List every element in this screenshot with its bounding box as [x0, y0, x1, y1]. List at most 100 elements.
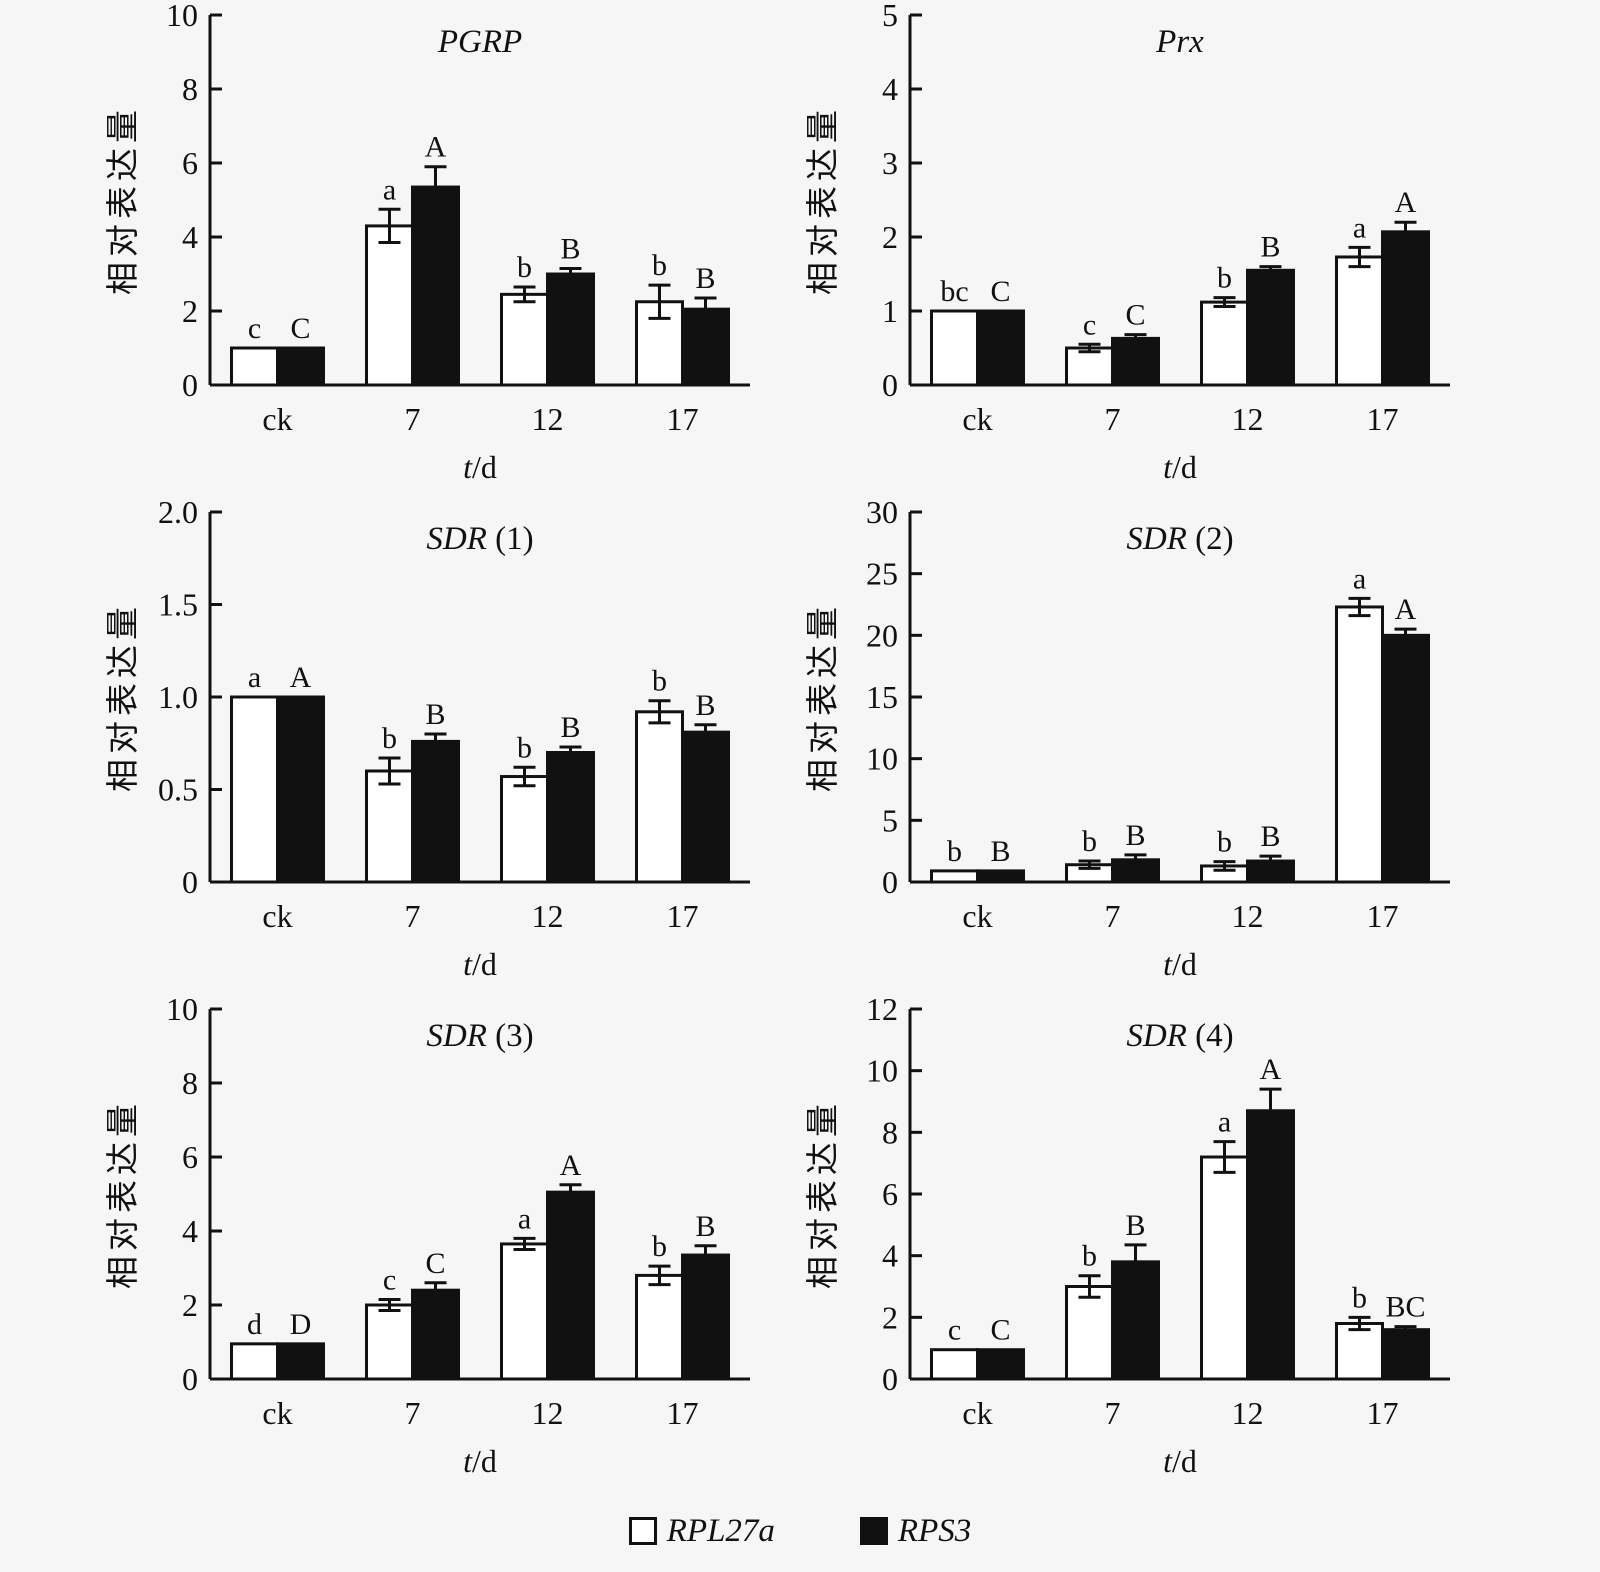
- sig-letter: b: [382, 722, 397, 755]
- bar-RPS3-12: [546, 1190, 595, 1381]
- sig-letter: B: [695, 689, 715, 722]
- bar-RPS3-7: [411, 185, 460, 387]
- y-tick-label: 6: [182, 1139, 198, 1175]
- panel-title: SDR (1): [426, 521, 533, 557]
- y-tick-label: 2: [182, 1287, 198, 1323]
- x-axis-title: t/d: [1163, 449, 1197, 485]
- x-category-label: 7: [405, 1395, 421, 1431]
- sig-letter: A: [1395, 186, 1417, 219]
- bar-RPL27a-ck: [230, 346, 279, 387]
- y-tick-label: 2.0: [158, 497, 198, 530]
- sig-letter: B: [990, 835, 1010, 868]
- bar-RPL27a-12: [500, 1242, 549, 1381]
- sig-letter: A: [290, 661, 312, 694]
- bar-RPS3-7: [1111, 336, 1160, 387]
- bar-RPL27a-ck: [930, 1348, 979, 1381]
- x-category-label: ck: [962, 898, 992, 934]
- sig-letter: a: [1218, 1106, 1231, 1139]
- x-axis-title: t/d: [1163, 1443, 1197, 1479]
- y-tick-label: 4: [182, 1213, 198, 1249]
- x-category-label: 7: [1105, 898, 1121, 934]
- bar-RPS3-12: [546, 751, 595, 884]
- bar-RPL27a-17: [1335, 605, 1384, 884]
- sig-letter: b: [1217, 262, 1232, 295]
- bar-RPL27a-7: [365, 769, 414, 884]
- x-category-label: 7: [1105, 401, 1121, 437]
- y-tick-label: 10: [166, 0, 198, 33]
- bar-RPS3-17: [1381, 1328, 1430, 1381]
- bar-RPL27a-12: [1200, 1155, 1249, 1381]
- sig-letter: A: [1260, 1053, 1282, 1086]
- bar-RPS3-17: [1381, 230, 1430, 387]
- chart-panel-sdr4: 0 2 4 6 8 10 12 相对表达量 SDR (4) ck c C 7 b B 12 a A 17 b BC t/d: [800, 991, 1500, 1491]
- x-category-label: 12: [532, 1395, 564, 1431]
- x-axis-title: t/d: [463, 946, 497, 982]
- x-category-label: 12: [1232, 898, 1264, 934]
- bar-RPL27a-ck: [230, 1342, 279, 1381]
- x-category-label: 12: [1232, 1395, 1264, 1431]
- chart-svg: 0 2 4 6 8 10 相对表达量 SDR (3) ck d D 7 cC 12 aA 17 bBt/d: [105, 991, 750, 1479]
- sig-letter: D: [290, 1308, 312, 1341]
- y-tick-label: 0: [182, 1361, 198, 1397]
- x-category-label: ck: [262, 401, 292, 437]
- bar-RPS3-17: [1381, 633, 1430, 884]
- sig-letter: C: [990, 275, 1010, 308]
- bar-RPS3-7: [1111, 1260, 1160, 1381]
- sig-letter: B: [1125, 819, 1145, 852]
- x-category-label: 12: [532, 401, 564, 437]
- x-category-label: 17: [667, 898, 699, 934]
- y-tick-label: 5: [882, 802, 898, 838]
- bar-RPS3-ck: [276, 1342, 325, 1381]
- sig-letter: bc: [940, 275, 968, 308]
- sig-letter: B: [560, 232, 580, 265]
- y-tick-label: 0.5: [158, 772, 198, 808]
- bar-RPL27a-17: [635, 1273, 684, 1381]
- x-category-label: 17: [1367, 401, 1399, 437]
- sig-letter: b: [1217, 826, 1232, 859]
- bar-RPL27a-17: [1335, 1322, 1384, 1381]
- y-tick-label: 4: [882, 1238, 898, 1274]
- bar-RPL27a-17: [1335, 255, 1384, 387]
- y-tick-label: 10: [166, 994, 198, 1027]
- y-tick-label: 15: [866, 679, 898, 715]
- legend-item-rpl27a: RPL27a: [628, 1514, 775, 1548]
- sig-letter: b: [652, 249, 667, 282]
- legend: RPL27a RPS3: [0, 1491, 1600, 1571]
- x-category-label: 17: [1367, 898, 1399, 934]
- sig-letter: B: [695, 1210, 715, 1243]
- y-tick-label: 25: [866, 556, 898, 592]
- panel-title: SDR (2): [1126, 521, 1233, 557]
- y-tick-label: 12: [866, 994, 898, 1027]
- y-tick-label: 0: [882, 1361, 898, 1397]
- sig-letter: BC: [1385, 1291, 1425, 1324]
- y-tick-label: 2: [882, 219, 898, 255]
- y-tick-label: 10: [866, 741, 898, 777]
- sig-letter: A: [560, 1149, 582, 1182]
- x-category-label: 12: [1232, 401, 1264, 437]
- x-axis-title: t/d: [463, 449, 497, 485]
- y-tick-label: 8: [182, 71, 198, 107]
- x-axis-title: t/d: [1163, 946, 1197, 982]
- legend-label-rps3: RPS3: [897, 1512, 972, 1549]
- sig-letter: C: [290, 312, 310, 345]
- bar-RPL27a-ck: [930, 869, 979, 884]
- y-tick-label: 2: [182, 293, 198, 329]
- bar-RPL27a-12: [500, 775, 549, 884]
- x-category-label: 7: [405, 898, 421, 934]
- chart-panel-sdr1: 0 0.5 1.0 1.5 2.0 相对表达量 SDR (1) ck a A 7 b B 12 b B 17 b B…: [100, 494, 800, 994]
- bar-RPS3-ck: [276, 346, 325, 387]
- bar-RPL27a-7: [365, 224, 414, 387]
- sig-letter: b: [947, 835, 962, 868]
- sig-letter: a: [248, 661, 261, 694]
- bar-RPL27a-7: [1065, 1285, 1114, 1381]
- x-category-label: 17: [1367, 1395, 1399, 1431]
- sig-letter: a: [1353, 211, 1366, 244]
- sig-letter: c: [248, 312, 261, 345]
